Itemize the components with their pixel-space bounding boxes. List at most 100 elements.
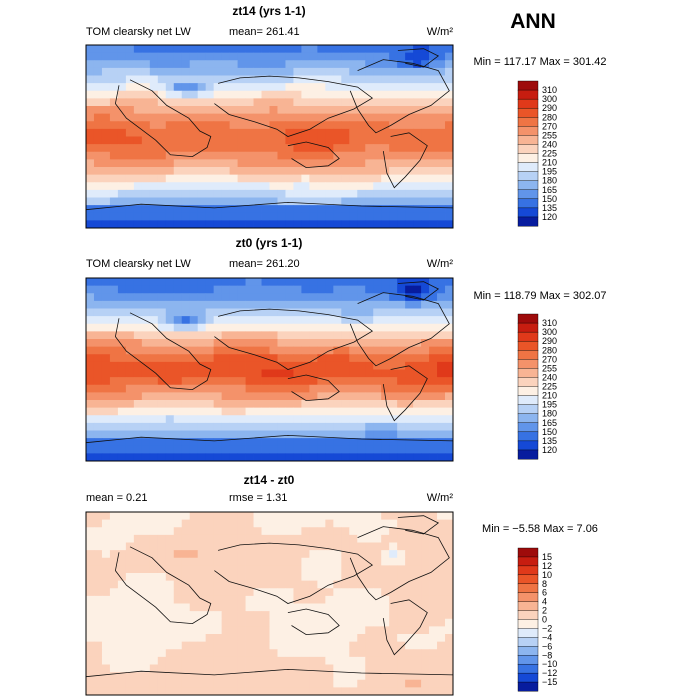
map-cell <box>189 557 199 566</box>
map-cell <box>229 113 238 122</box>
colorbar-swatch <box>517 422 539 433</box>
map-cell <box>309 422 318 431</box>
map-cell <box>229 453 238 462</box>
map-cell <box>149 369 159 378</box>
map-cell <box>213 534 223 543</box>
map-cell <box>445 189 454 198</box>
map-cell <box>189 308 199 317</box>
map-cell <box>293 377 302 386</box>
map-cell <box>245 339 254 348</box>
map-cell <box>405 672 414 681</box>
map-cell <box>437 346 446 355</box>
map-cell <box>229 430 238 439</box>
map-cell <box>86 285 95 294</box>
map-cell <box>285 75 294 84</box>
map-cell <box>405 220 414 229</box>
map-cell <box>117 377 127 386</box>
map-cell <box>325 527 334 536</box>
map-cell <box>165 580 175 589</box>
map-cell <box>293 98 302 107</box>
map-cell <box>149 98 159 107</box>
map-cell <box>389 369 398 378</box>
map-cell <box>165 197 175 206</box>
map-cell <box>181 60 191 69</box>
map-cell <box>421 573 430 582</box>
map-cell <box>237 75 246 84</box>
map-cell <box>173 400 183 409</box>
colorbar-swatch <box>517 144 539 155</box>
map-cell <box>309 151 318 160</box>
map-cell <box>445 167 454 176</box>
map-cell <box>197 151 207 160</box>
map-cell <box>293 611 302 620</box>
map-cell <box>173 144 183 153</box>
map-cell <box>357 656 366 665</box>
coastline <box>397 515 440 535</box>
map-cell <box>173 407 183 416</box>
map-cell <box>189 573 199 582</box>
map-cell <box>277 557 286 566</box>
map-cell <box>285 438 294 447</box>
map-cell <box>309 377 318 386</box>
map-cell <box>269 197 278 206</box>
map-cell <box>277 649 286 658</box>
map-cell <box>293 519 302 528</box>
map-cell <box>245 377 254 386</box>
map-cell <box>157 672 167 681</box>
map-cell <box>429 67 438 76</box>
map-cell <box>413 67 422 76</box>
map-cell <box>125 687 135 696</box>
map-cell <box>341 106 350 115</box>
map-cell <box>421 407 430 416</box>
map-cell <box>93 595 103 604</box>
map-cell <box>173 672 183 681</box>
map-cell <box>253 392 262 401</box>
map-cell <box>405 687 414 696</box>
map-cell <box>189 316 199 325</box>
map-cell <box>173 159 183 168</box>
map-cell <box>405 339 414 348</box>
map-cell <box>389 346 398 355</box>
map-cell <box>213 595 223 604</box>
map-cell <box>101 550 111 559</box>
map-cell <box>389 618 398 627</box>
map-cell <box>253 197 262 206</box>
map-cell <box>269 144 278 153</box>
map-cell <box>341 205 350 214</box>
map-cell <box>325 634 334 643</box>
map-cell <box>325 285 334 294</box>
map-cell <box>325 679 334 688</box>
map-cell <box>86 83 95 92</box>
map-cell <box>389 331 398 340</box>
map-cell <box>221 369 231 378</box>
map-cell <box>429 527 438 536</box>
map-cell <box>285 580 294 589</box>
map-cell <box>341 182 350 191</box>
map-cell <box>381 205 390 214</box>
map-cell <box>109 300 119 309</box>
map-cell <box>117 113 127 122</box>
map-cell <box>397 346 406 355</box>
map-cell <box>421 339 430 348</box>
map-cell <box>341 377 350 386</box>
map-cell <box>285 144 294 153</box>
map-cell <box>349 595 358 604</box>
map-cell <box>237 197 246 206</box>
map-cell <box>437 121 446 130</box>
map-cell <box>165 679 175 688</box>
map-cell <box>253 174 262 183</box>
map-cell <box>86 106 95 115</box>
map-cell <box>381 285 390 294</box>
map-cell <box>197 573 207 582</box>
map-cell <box>357 512 366 521</box>
map-cell <box>381 415 390 424</box>
map-cell <box>389 174 398 183</box>
map-cell <box>173 542 183 551</box>
map-cell <box>157 316 167 325</box>
map-cell <box>309 634 318 643</box>
map-cell <box>365 83 374 92</box>
map-cell <box>437 308 446 317</box>
map-cell <box>165 300 175 309</box>
map-cell <box>389 672 398 681</box>
map-cell <box>285 634 294 643</box>
